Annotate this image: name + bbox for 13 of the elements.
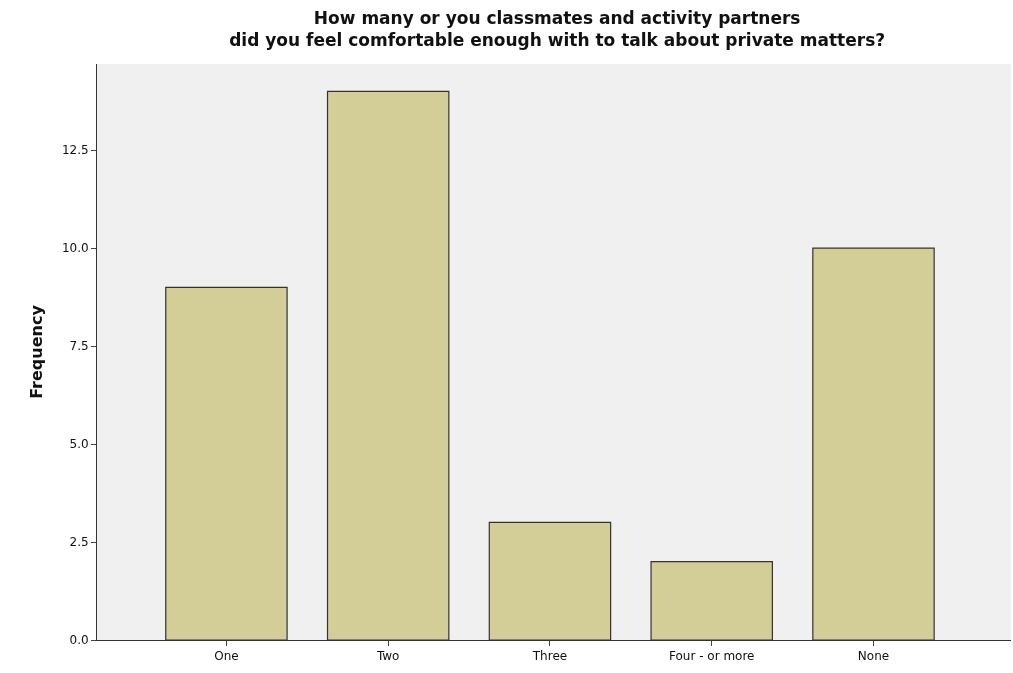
- y-tick-label: 5.0: [69, 437, 89, 452]
- x-tick-label: None: [857, 649, 890, 664]
- y-tick-label: 0.0: [69, 633, 89, 648]
- y-tick-label: 7.5: [69, 339, 89, 354]
- chart-title: How many or you classmates and activity partners did you feel comfortable enough with to talk about private matters?: [229, 7, 886, 50]
- y-axis-title: Frequency: [26, 304, 46, 399]
- x-tick-label: Three: [531, 649, 568, 664]
- y-tick-label: 10.0: [61, 241, 89, 256]
- y-tick-label: 12.5: [61, 143, 89, 158]
- x-tick-label: Four - or more: [668, 649, 755, 664]
- y-tick-label: 2.5: [69, 535, 89, 550]
- x-tick-label: Two: [375, 649, 400, 664]
- x-tick-label: One: [214, 649, 239, 664]
